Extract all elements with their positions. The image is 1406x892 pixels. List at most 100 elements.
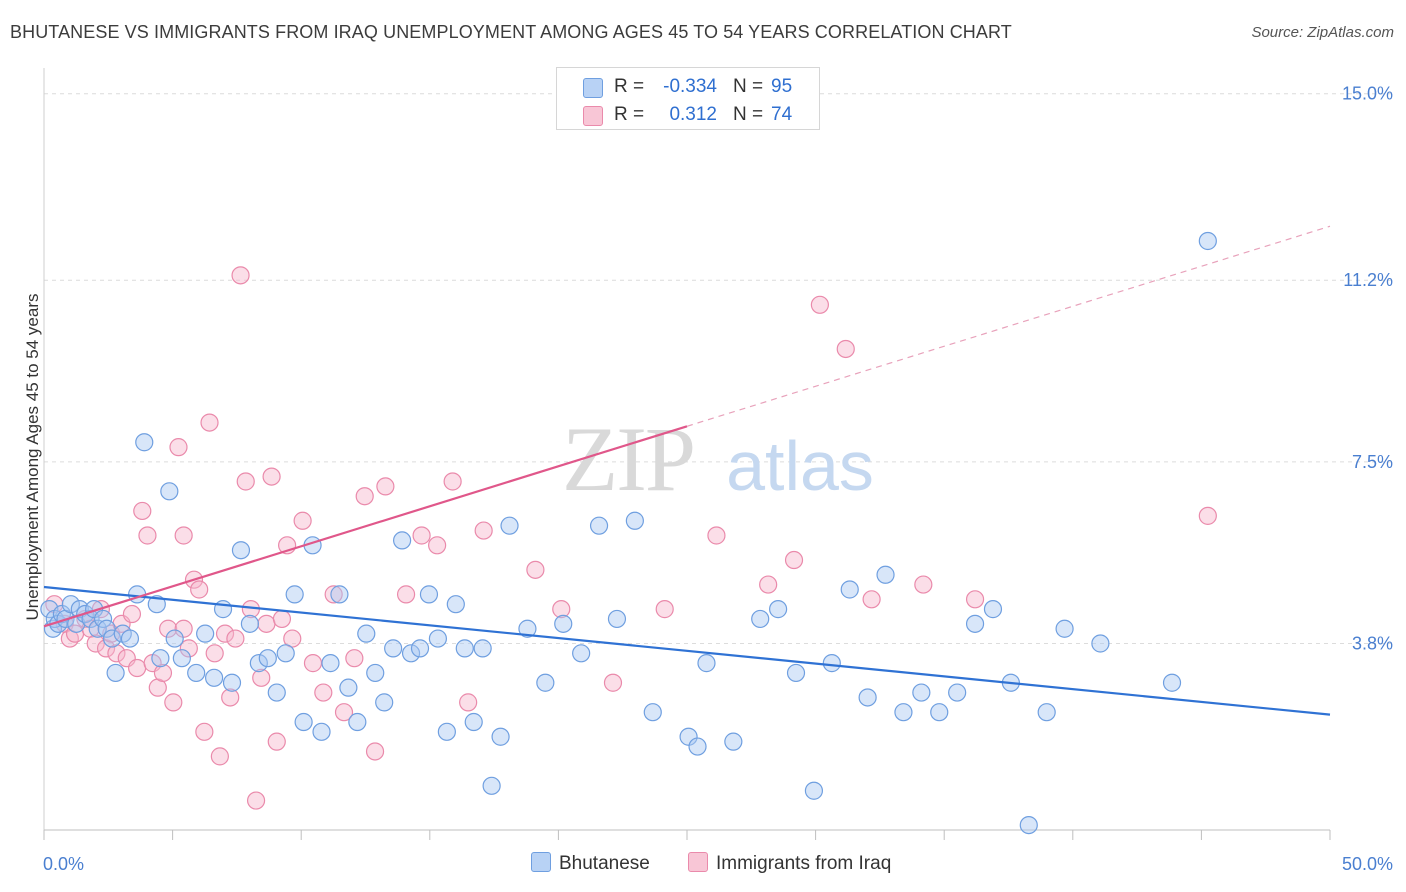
iraq-point	[174, 526, 193, 545]
iraq-point	[107, 644, 126, 663]
iraq-point	[1198, 506, 1217, 525]
iraq-point	[190, 580, 209, 599]
bhutanese-point	[106, 663, 125, 683]
iraq-points	[45, 266, 1217, 810]
iraq-point	[195, 722, 214, 741]
bhutanese-point	[1055, 619, 1074, 638]
iraq-point	[784, 550, 804, 570]
iraq-point	[707, 526, 726, 545]
y-tick-label: 15.0%	[1342, 84, 1393, 104]
bhutanese-point	[1198, 231, 1217, 251]
iraq-point	[128, 658, 147, 678]
legend-n-value: 95	[771, 76, 793, 97]
bhutanese-point	[160, 482, 179, 501]
iraq-point	[252, 668, 271, 687]
axes	[43, 68, 1331, 840]
bhutanese-point	[1091, 634, 1110, 653]
iraq-point	[376, 477, 395, 496]
bhutanese-point	[688, 737, 707, 756]
iraq-point	[474, 521, 493, 540]
iraq-point	[428, 536, 447, 555]
legend-r-value: -0.334	[663, 76, 717, 97]
bottom-legend-swatch-blue	[531, 852, 551, 872]
bhutanese-point	[339, 678, 358, 697]
iraq-point	[459, 693, 478, 712]
bhutanese-point	[786, 663, 806, 683]
bhutanese-point	[294, 712, 313, 732]
iraq-point	[526, 560, 545, 579]
iraq-point	[86, 634, 105, 653]
bhutanese-point	[147, 595, 166, 614]
iraq-point	[314, 683, 333, 702]
bhutanese-point	[321, 654, 340, 673]
bhutanese-point	[312, 722, 331, 741]
iraq-point	[205, 644, 224, 663]
iraq-point	[236, 472, 255, 491]
bhutanese-point	[607, 609, 627, 629]
watermark-atlas: atlas	[726, 427, 874, 505]
iraq-point	[159, 619, 178, 638]
iraq-point	[226, 629, 245, 648]
iraq-point	[267, 732, 286, 751]
bhutanese-point	[983, 600, 1003, 619]
iraq-point	[759, 575, 778, 594]
bhutanese-point	[366, 663, 385, 683]
bhutanese-point	[840, 580, 859, 599]
iraq-point	[169, 438, 188, 457]
legend-swatch-pink	[583, 106, 603, 126]
bhutanese-point	[348, 712, 367, 732]
y-tick-label: 7.5%	[1352, 452, 1393, 472]
bhutanese-point	[572, 644, 591, 663]
bhutanese-point	[1037, 703, 1056, 722]
bhutanese-point	[401, 644, 421, 663]
bhutanese-point	[81, 609, 100, 629]
bhutanese-point	[165, 629, 184, 648]
bottom-legend-bhutanese: Bhutanese	[531, 852, 650, 875]
bhutanese-point	[102, 629, 122, 648]
iraq-point	[122, 604, 142, 624]
iraq-point	[862, 590, 881, 609]
iraq-point	[138, 526, 157, 545]
bhutanese-point	[196, 624, 215, 643]
bhutanese-point	[1019, 815, 1038, 835]
iraq-point	[655, 600, 674, 619]
iraq-point	[345, 649, 364, 668]
iraq-point	[272, 609, 292, 629]
bhutanese-point	[625, 511, 644, 530]
bhutanese-point	[267, 683, 286, 702]
legend-row-iraq: R = 0.312 N = 74	[557, 100, 819, 130]
y-tick-label: 11.2%	[1343, 270, 1393, 290]
bhutanese-point	[231, 541, 251, 560]
iraq-point	[355, 487, 374, 506]
legend-swatch-blue	[583, 78, 603, 98]
legend-r-value: 0.312	[669, 104, 717, 125]
iraq-point	[914, 575, 933, 594]
iraq-point	[365, 742, 385, 761]
y-axis-label: Unemployment Among Ages 45 to 54 years	[23, 294, 42, 621]
bottom-legend-swatch-pink	[688, 852, 708, 872]
bhutanese-point	[437, 722, 456, 741]
bhutanese-point	[930, 703, 949, 722]
bhutanese-point	[518, 619, 537, 638]
bhutanese-point	[446, 595, 465, 614]
bhutanese-point	[135, 433, 154, 452]
bhutanese-point	[249, 654, 268, 673]
bhutanese-point	[912, 683, 931, 702]
bhutanese-point	[455, 639, 474, 658]
bhutanese-point	[769, 600, 788, 619]
bhutanese-point	[491, 727, 510, 746]
bottom-legend-label-bhutanese: Bhutanese	[559, 853, 650, 874]
legend-row-bhutanese: R = -0.334 N = 95	[557, 72, 819, 102]
source-label: Source: ZipAtlas.com	[1251, 24, 1394, 41]
bhutanese-point	[428, 629, 448, 648]
legend-r-label: R =	[614, 76, 645, 97]
bhutanese-point	[482, 776, 501, 795]
bhutanese-point	[589, 516, 609, 535]
bhutanese-point	[473, 639, 492, 658]
iraq-point	[164, 693, 183, 712]
iraq-point	[810, 295, 829, 314]
iraq-point	[133, 501, 152, 521]
trend-lines	[43, 225, 1331, 716]
iraq-point	[603, 673, 623, 692]
